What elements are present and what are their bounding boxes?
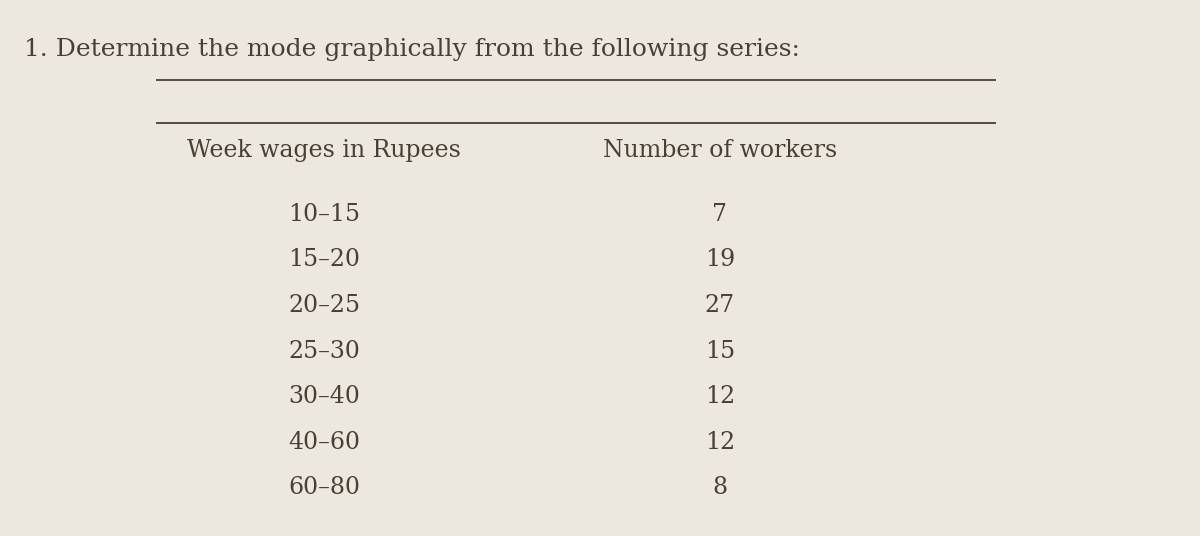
Text: Week wages in Rupees: Week wages in Rupees [187, 139, 461, 161]
Text: 1. Determine the mode graphically from the following series:: 1. Determine the mode graphically from t… [24, 38, 800, 61]
Text: 19: 19 [704, 249, 736, 271]
Text: 8: 8 [713, 477, 727, 499]
Text: 12: 12 [704, 385, 736, 408]
Text: Number of workers: Number of workers [602, 139, 838, 161]
Text: 27: 27 [704, 294, 736, 317]
Text: 15–20: 15–20 [288, 249, 360, 271]
Text: 30–40: 30–40 [288, 385, 360, 408]
Text: 7: 7 [713, 203, 727, 226]
Text: 10–15: 10–15 [288, 203, 360, 226]
Text: 15: 15 [704, 340, 736, 362]
Text: 25–30: 25–30 [288, 340, 360, 362]
Text: 60–80: 60–80 [288, 477, 360, 499]
Text: 40–60: 40–60 [288, 431, 360, 453]
Text: 12: 12 [704, 431, 736, 453]
Text: 20–25: 20–25 [288, 294, 360, 317]
